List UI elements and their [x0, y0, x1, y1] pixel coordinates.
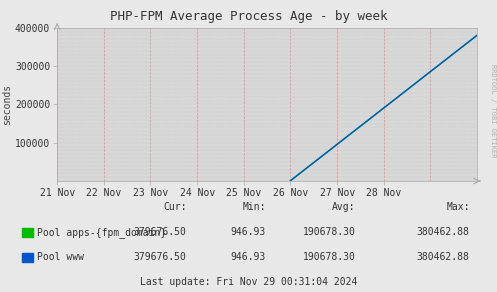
- Text: 380462.88: 380462.88: [417, 227, 470, 237]
- Text: 190678.30: 190678.30: [303, 227, 355, 237]
- Text: RRDTOOL / TOBI OETIKER: RRDTOOL / TOBI OETIKER: [490, 64, 496, 158]
- Text: 379676.50: 379676.50: [134, 252, 186, 262]
- Text: Pool www: Pool www: [37, 252, 84, 262]
- Text: Min:: Min:: [243, 202, 266, 212]
- Text: Avg:: Avg:: [332, 202, 355, 212]
- Text: 946.93: 946.93: [231, 252, 266, 262]
- Text: Last update: Fri Nov 29 00:31:04 2024: Last update: Fri Nov 29 00:31:04 2024: [140, 277, 357, 287]
- Text: 380462.88: 380462.88: [417, 252, 470, 262]
- Text: 946.93: 946.93: [231, 227, 266, 237]
- Text: Max:: Max:: [446, 202, 470, 212]
- Text: PHP-FPM Average Process Age - by week: PHP-FPM Average Process Age - by week: [110, 10, 387, 23]
- Text: 190678.30: 190678.30: [303, 252, 355, 262]
- Text: Cur:: Cur:: [163, 202, 186, 212]
- Text: 379676.50: 379676.50: [134, 227, 186, 237]
- Text: Pool apps-{fpm_domain}: Pool apps-{fpm_domain}: [37, 227, 166, 238]
- Y-axis label: seconds: seconds: [2, 84, 12, 125]
